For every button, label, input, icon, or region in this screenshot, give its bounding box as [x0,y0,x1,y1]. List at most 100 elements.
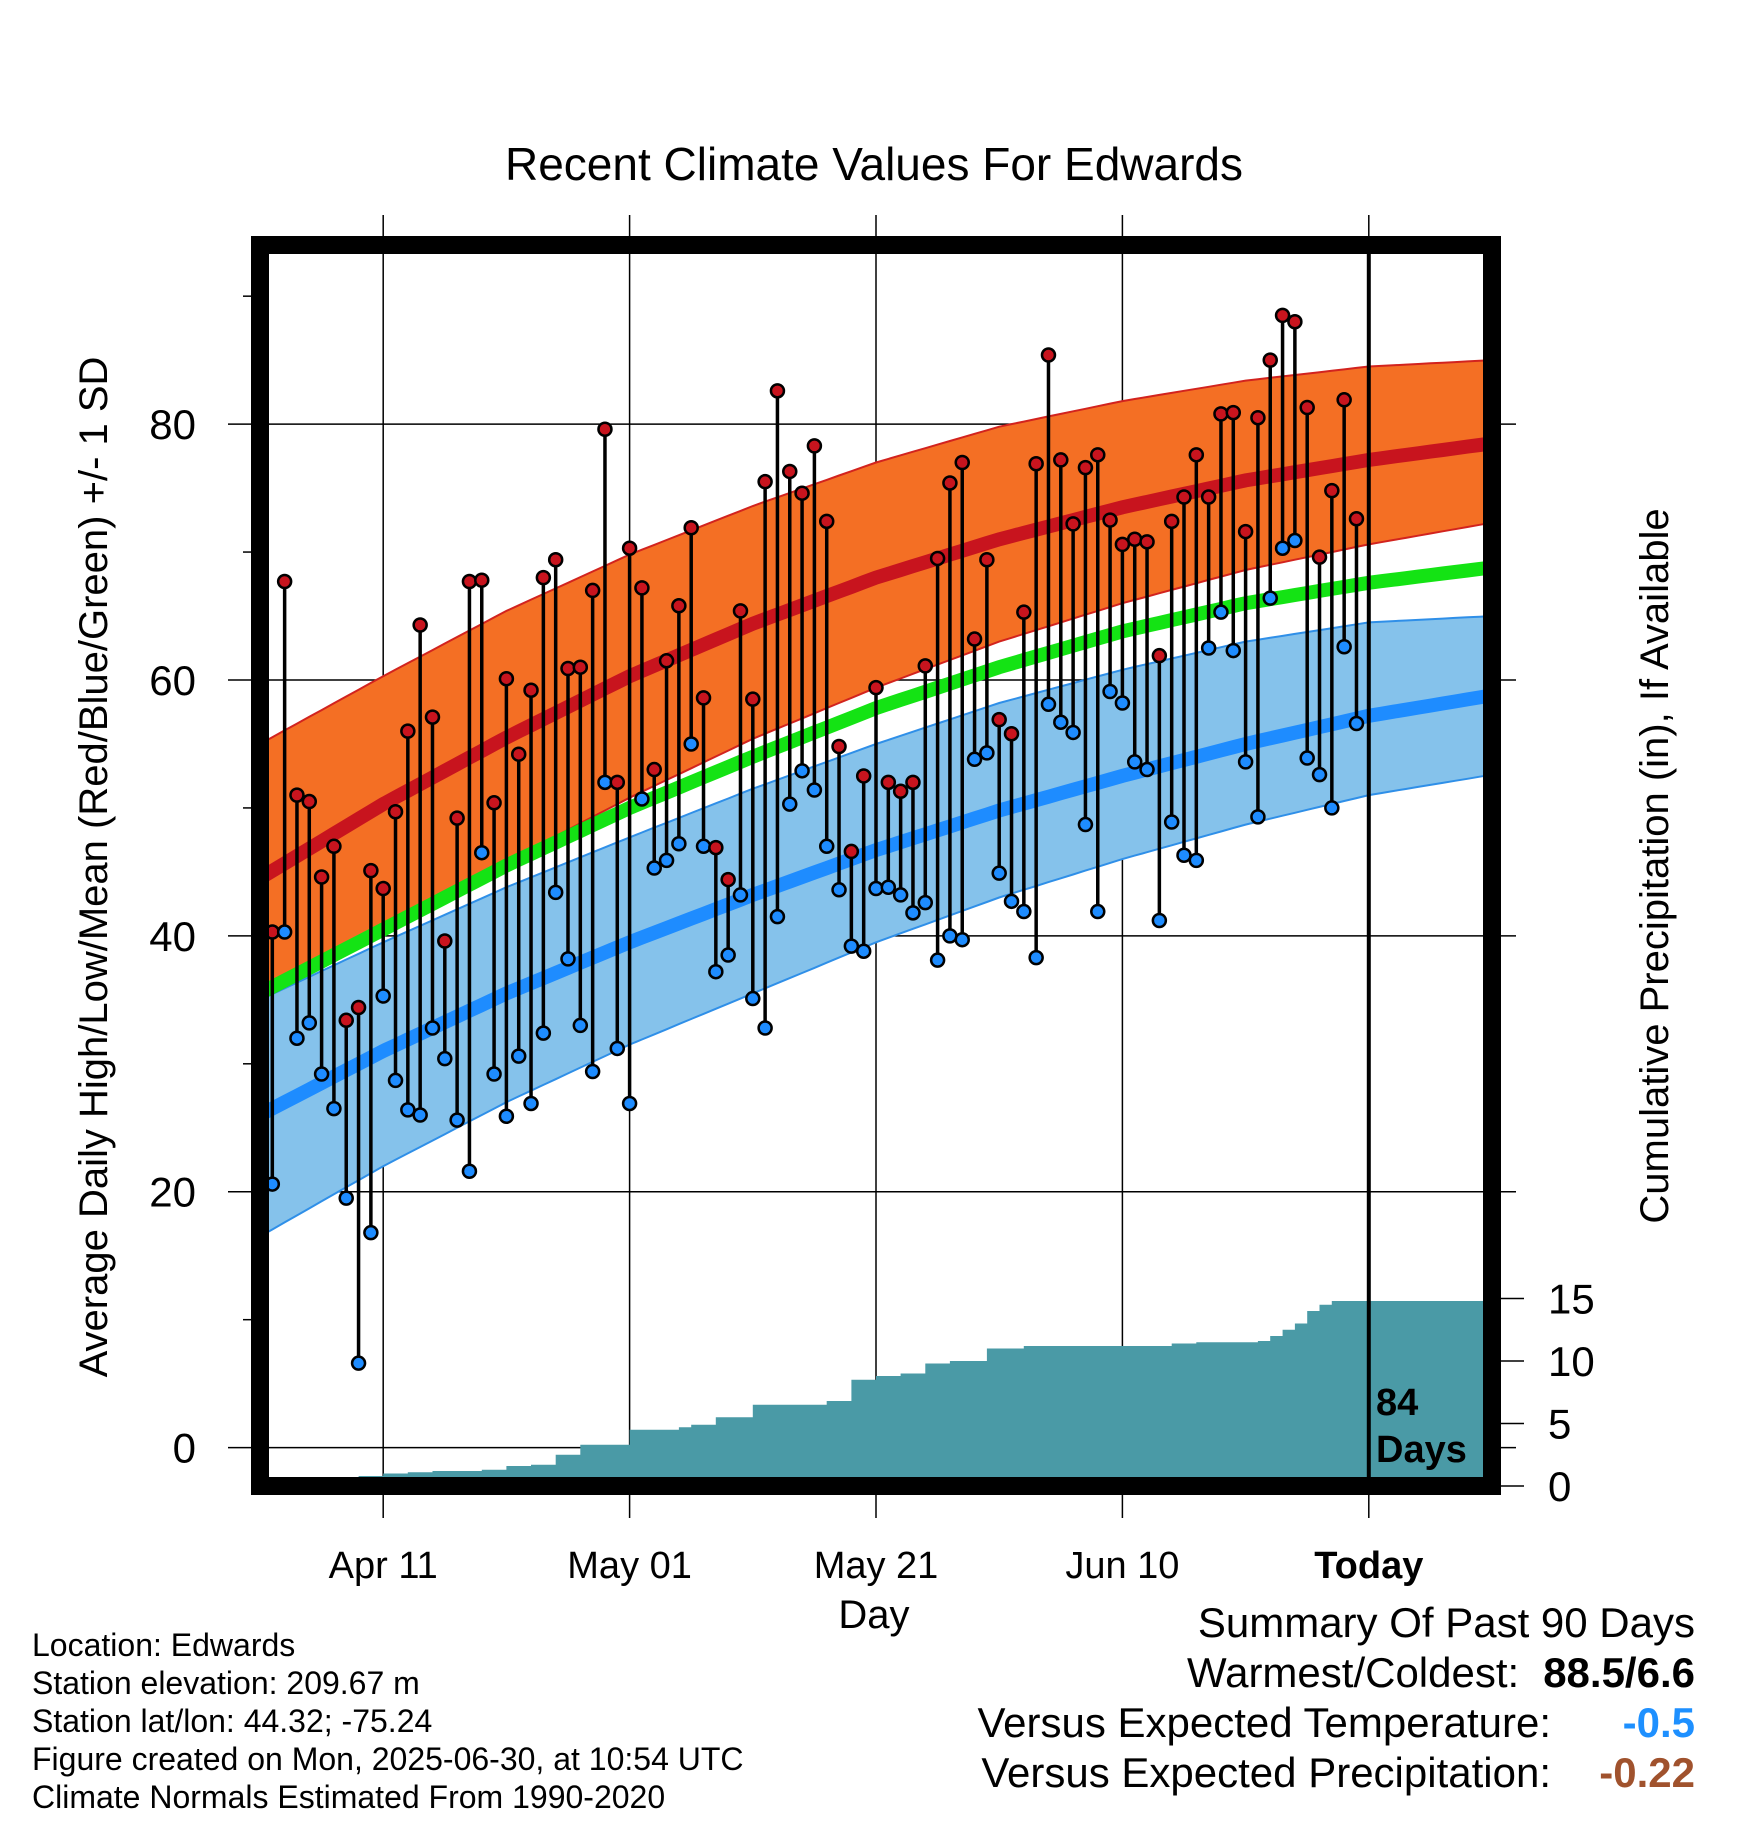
low-point [917,894,934,911]
low-point [794,763,810,779]
low-point [326,1100,342,1117]
high-point [621,540,638,556]
low-point [1324,800,1340,816]
low-point [363,1224,379,1241]
low-point [1176,847,1192,864]
y-tick-label: 40 [149,913,196,960]
low-point [289,1030,305,1046]
low-point [1225,642,1242,659]
high-point [634,580,650,596]
low-point [621,1095,638,1112]
y-tick-label: 60 [149,657,196,704]
low-point [474,844,490,861]
low-point [609,1040,626,1057]
high-point [868,679,884,696]
low-point [720,947,736,963]
high-point [782,463,798,480]
high-point [609,774,626,791]
low-point [745,990,761,1007]
low-point [671,836,687,852]
summary-title: Summary Of Past 90 Days [1197,1599,1695,1646]
low-point [1188,852,1205,869]
precip-layer [284,1301,1493,1486]
low-point [437,1050,453,1067]
footer-elevation: Station elevation: 209.67 m [32,1665,420,1701]
high-point [498,670,515,687]
high-point [732,603,749,619]
y-tick-label: 0 [173,1425,196,1472]
low-point [584,1063,601,1080]
high-point [363,862,379,879]
footer-latlon: Station lat/lon: 44.32; -75.24 [32,1703,433,1739]
low-point [301,1015,318,1031]
precip-anomaly-value: -0.22 [1599,1749,1695,1796]
x-tick-label: Jun 10 [1065,1545,1179,1587]
low-point [1287,532,1303,549]
low-point [1200,640,1217,656]
right-axis-label: Cumulative Precipitation (in), If Availa… [1633,508,1677,1223]
high-point [1274,307,1291,324]
high-point [855,768,872,784]
low-point [523,1095,539,1112]
low-point [572,1017,589,1034]
high-point [1102,512,1118,528]
summary-temp-row: Versus Expected Temperature: -0.5 [977,1698,1695,1748]
high-point [584,582,601,599]
low-point [412,1107,428,1123]
high-point [1188,447,1205,463]
high-sd-band-upper-edge [259,359,1493,745]
high-point [806,438,823,454]
low-point [1348,715,1365,732]
low-point [818,838,835,855]
high-point [1003,725,1020,742]
high-point [966,631,983,647]
axes-layer: 0 20 40 60 80 0 5 10 15 Apr 11 May 01 May 21 Jun 10 T… [149,295,1595,1587]
low-point [782,796,798,812]
high-point [769,383,786,399]
low-point [547,884,564,901]
high-point [942,475,958,491]
low-point [843,938,860,954]
chart-title: Recent Climate Values For Edwards [505,138,1243,190]
low-point [1016,903,1032,920]
high-point [745,691,761,707]
low-point [276,924,293,940]
low-point [597,774,613,791]
high-point [1016,604,1032,620]
high-point [843,843,860,860]
high-point [1262,352,1278,368]
footer-created: Figure created on Mon, 2025-06-30, at 10… [32,1741,744,1777]
high-point [350,999,367,1016]
high-point [991,711,1007,728]
low-point [1065,724,1081,741]
x-axis-label: Day [838,1593,909,1637]
high-point [375,880,391,897]
low-point [868,880,884,897]
low-point [831,882,847,898]
high-point [794,485,810,501]
high-point [1053,452,1069,468]
high-point [1336,392,1352,408]
high-point [276,573,293,590]
low-point [1163,814,1180,830]
y2-tick-label: 10 [1548,1338,1595,1385]
high-point [720,871,736,888]
high-point [338,1012,354,1029]
high-point [1028,456,1044,472]
low-point [634,791,650,807]
low-point [991,865,1007,881]
low-point [769,908,786,925]
low-point [1151,912,1168,929]
high-point [449,810,465,826]
low-sd-band-lower-edge [259,773,1493,1238]
low-point [1102,683,1118,700]
low-point [1299,750,1315,766]
high-point [1163,513,1180,530]
low-point [449,1112,465,1128]
low-point [560,951,576,967]
high-point [1139,534,1155,550]
high-point [412,617,428,633]
high-point [671,598,687,614]
y2-tick-label: 0 [1548,1463,1571,1510]
high-point [831,738,847,755]
